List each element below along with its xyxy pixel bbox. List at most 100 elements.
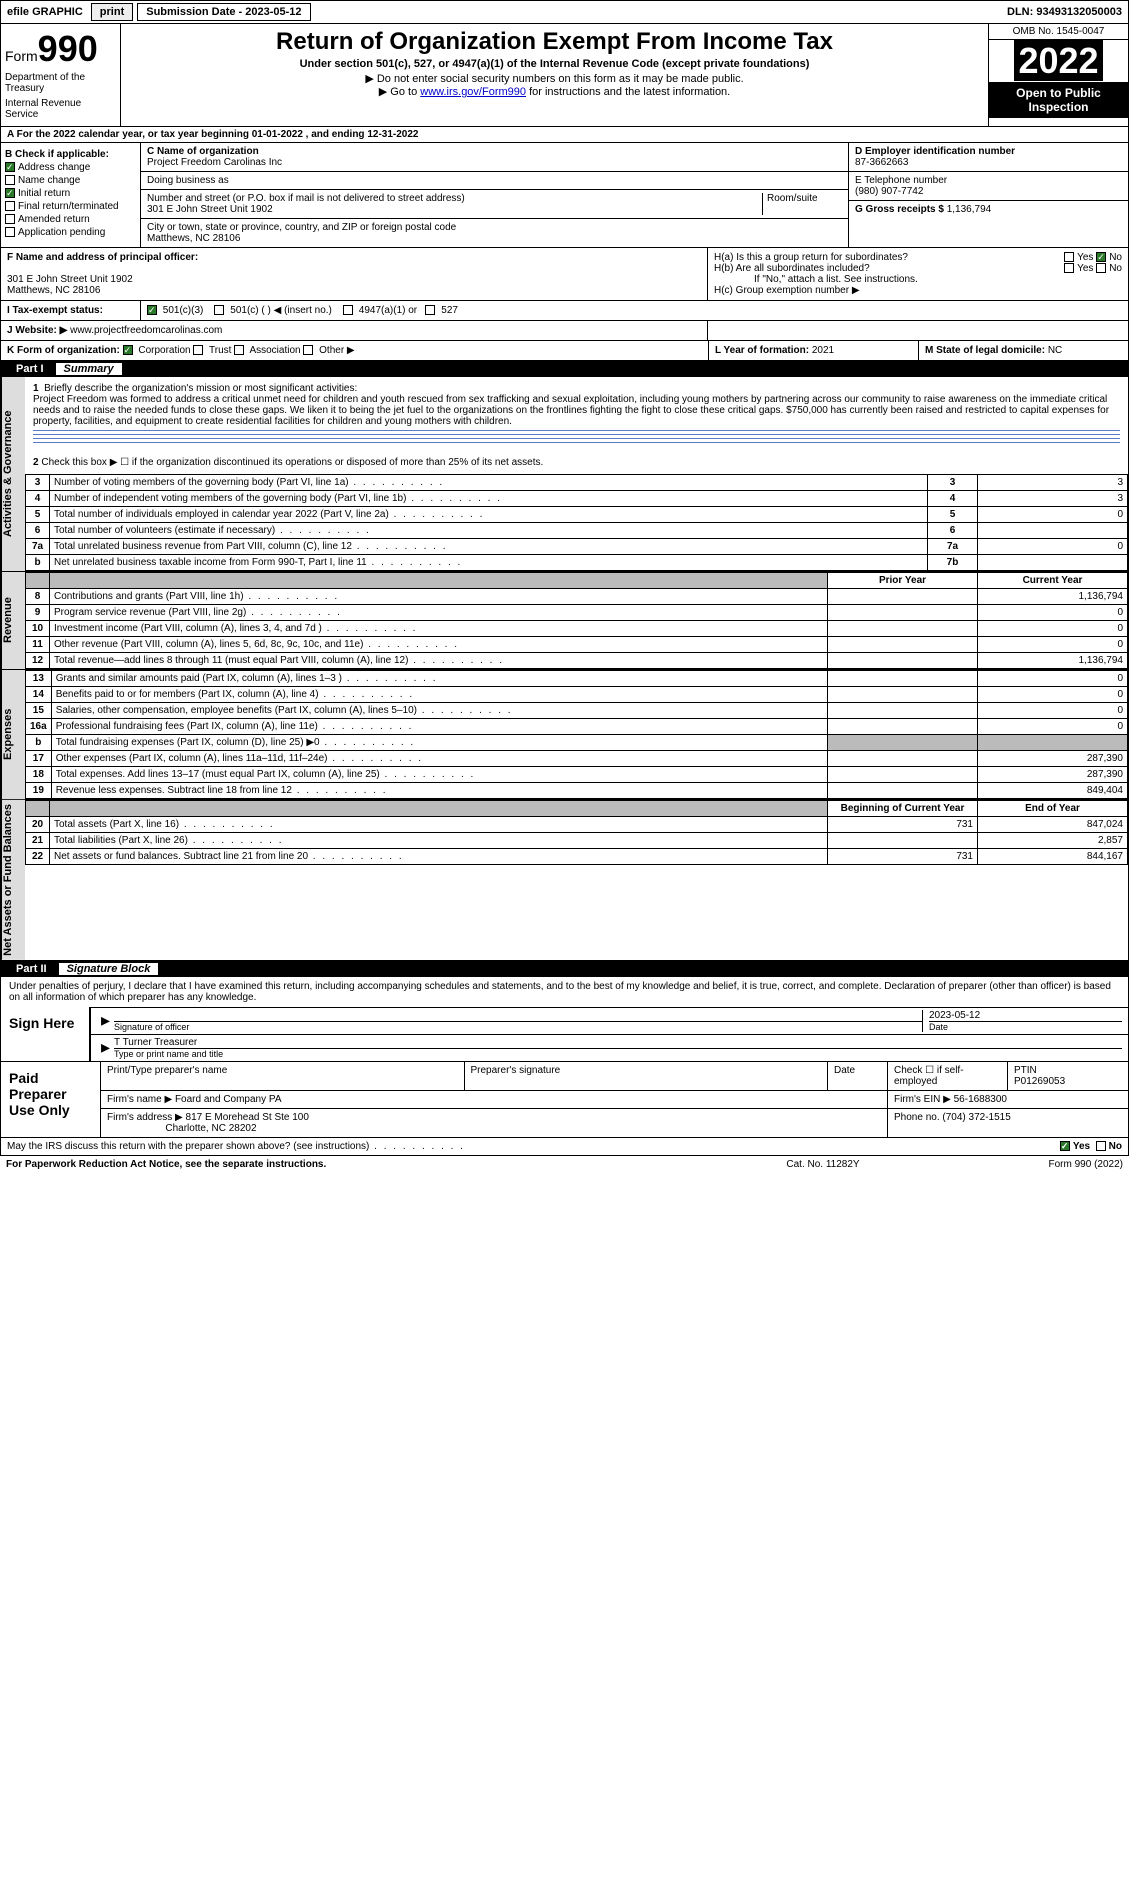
ha-yes-checkbox[interactable] bbox=[1064, 252, 1074, 262]
prior-val bbox=[828, 637, 978, 653]
prior-val bbox=[828, 703, 978, 719]
officer-addr1: 301 E John Street Unit 1902 bbox=[7, 274, 133, 285]
ein-label: D Employer identification number bbox=[855, 146, 1015, 157]
line-box: 6 bbox=[928, 523, 978, 539]
col-b-title: B Check if applicable: bbox=[5, 149, 109, 160]
line-desc: Revenue less expenses. Subtract line 18 … bbox=[51, 783, 827, 799]
part1-num: Part I bbox=[8, 363, 52, 375]
omb-number: OMB No. 1545-0047 bbox=[989, 24, 1128, 40]
line-desc: Benefits paid to or for members (Part IX… bbox=[51, 687, 827, 703]
ptin-label: PTIN bbox=[1014, 1065, 1037, 1076]
vlabel-net-assets: Net Assets or Fund Balances bbox=[1, 800, 25, 960]
year-formation-label: L Year of formation: bbox=[715, 345, 809, 356]
label-initial-return: Initial return bbox=[18, 188, 70, 199]
line-num: 16a bbox=[26, 719, 52, 735]
ha-no: No bbox=[1109, 252, 1122, 263]
chk-501c3[interactable] bbox=[147, 305, 157, 315]
line-desc: Other revenue (Part VIII, column (A), li… bbox=[50, 637, 828, 653]
firm-ein-value: 56-1688300 bbox=[954, 1094, 1007, 1105]
vlabel-expenses: Expenses bbox=[1, 670, 25, 799]
curr-val: 0 bbox=[978, 605, 1128, 621]
section-revenue: Revenue Prior YearCurrent Year8Contribut… bbox=[0, 572, 1129, 670]
line2-text: Check this box ▶ ☐ if the organization d… bbox=[41, 457, 543, 468]
line-num: 12 bbox=[26, 653, 50, 669]
row-k-form-org: K Form of organization: Corporation Trus… bbox=[0, 341, 1129, 361]
row-j-website: J Website: ▶ www.projectfreedomcarolinas… bbox=[0, 321, 1129, 341]
sub3-pre: ▶ Go to bbox=[379, 86, 420, 98]
prior-val: 731 bbox=[828, 849, 978, 865]
firm-name-label: Firm's name ▶ bbox=[107, 1094, 172, 1105]
irs-link[interactable]: www.irs.gov/Form990 bbox=[420, 86, 526, 98]
ha-no-checkbox[interactable] bbox=[1096, 252, 1106, 262]
checkbox-initial-return[interactable] bbox=[5, 188, 15, 198]
sub3-post: for instructions and the latest informat… bbox=[526, 86, 730, 98]
curr-val: 287,390 bbox=[978, 767, 1128, 783]
curr-val: 0 bbox=[978, 621, 1128, 637]
line-desc: Total revenue—add lines 8 through 11 (mu… bbox=[50, 653, 828, 669]
firm-name-value: Foard and Company PA bbox=[175, 1094, 282, 1105]
opt-4947: 4947(a)(1) or bbox=[359, 305, 417, 316]
preparer-name-label: Print/Type preparer's name bbox=[107, 1065, 227, 1076]
chk-501c[interactable] bbox=[214, 305, 224, 315]
section-expenses: Expenses 13Grants and similar amounts pa… bbox=[0, 670, 1129, 800]
chk-other[interactable] bbox=[303, 345, 313, 355]
opt-other: Other ▶ bbox=[319, 345, 354, 356]
curr-val: 0 bbox=[978, 637, 1128, 653]
dept-treasury: Department of the Treasury bbox=[5, 70, 116, 96]
mission-block: 1 Briefly describe the organization's mi… bbox=[25, 377, 1128, 474]
gross-receipts-label: G Gross receipts $ bbox=[855, 204, 944, 215]
prior-val bbox=[828, 605, 978, 621]
part1-title: Summary bbox=[56, 363, 122, 375]
chk-assoc[interactable] bbox=[234, 345, 244, 355]
discuss-row: May the IRS discuss this return with the… bbox=[0, 1138, 1129, 1156]
discuss-no-checkbox[interactable] bbox=[1096, 1141, 1106, 1151]
submission-date-label: Submission Date - 2023-05-12 bbox=[137, 3, 310, 21]
form-ref: Form 990 (2022) bbox=[923, 1159, 1123, 1170]
checkbox-name-change[interactable] bbox=[5, 175, 15, 185]
chk-527[interactable] bbox=[425, 305, 435, 315]
preparer-sig-label: Preparer's signature bbox=[471, 1065, 561, 1076]
checkbox-amended[interactable] bbox=[5, 214, 15, 224]
line-val: 0 bbox=[978, 539, 1128, 555]
label-address-change: Address change bbox=[18, 162, 90, 173]
checkbox-application-pending[interactable] bbox=[5, 227, 15, 237]
label-application-pending: Application pending bbox=[18, 227, 105, 238]
line-box: 4 bbox=[928, 491, 978, 507]
gross-receipts-value: 1,136,794 bbox=[947, 204, 992, 215]
chk-trust[interactable] bbox=[193, 345, 203, 355]
ha-yes: Yes bbox=[1077, 252, 1093, 263]
hb-yes-checkbox[interactable] bbox=[1064, 263, 1074, 273]
print-button[interactable]: print bbox=[91, 3, 133, 21]
hb-label: H(b) Are all subordinates included? bbox=[714, 263, 870, 274]
line-desc: Net assets or fund balances. Subtract li… bbox=[50, 849, 828, 865]
discuss-yes-checkbox[interactable] bbox=[1060, 1141, 1070, 1151]
line-num: 4 bbox=[26, 491, 50, 507]
hb-no: No bbox=[1109, 263, 1122, 274]
col-b-checkboxes: B Check if applicable: Address change Na… bbox=[1, 143, 141, 247]
discuss-label: May the IRS discuss this return with the… bbox=[7, 1141, 369, 1152]
sig-name-label: Type or print name and title bbox=[114, 1048, 1122, 1059]
vlabel-ag: Activities & Governance bbox=[1, 377, 25, 571]
curr-val: 0 bbox=[978, 671, 1128, 687]
line-desc: Total assets (Part X, line 16) bbox=[50, 817, 828, 833]
col-current: End of Year bbox=[978, 801, 1128, 817]
line-box: 7a bbox=[928, 539, 978, 555]
chk-corp[interactable] bbox=[123, 345, 133, 355]
discuss-no: No bbox=[1109, 1141, 1122, 1152]
firm-addr-value: 817 E Morehead St Ste 100 bbox=[186, 1112, 309, 1123]
header-mid: Return of Organization Exempt From Incom… bbox=[121, 24, 988, 126]
curr-val: 1,136,794 bbox=[978, 589, 1128, 605]
hb-no-checkbox[interactable] bbox=[1096, 263, 1106, 273]
sig-intro: Under penalties of perjury, I declare th… bbox=[1, 977, 1128, 1007]
line-desc: Salaries, other compensation, employee b… bbox=[51, 703, 827, 719]
section-net-assets: Net Assets or Fund Balances Beginning of… bbox=[0, 800, 1129, 961]
sign-here-label: Sign Here bbox=[1, 1007, 91, 1061]
checkbox-address-change[interactable] bbox=[5, 162, 15, 172]
checkbox-final-return[interactable] bbox=[5, 201, 15, 211]
curr-val: 0 bbox=[978, 719, 1128, 735]
line-num: 15 bbox=[26, 703, 52, 719]
city-value: Matthews, NC 28106 bbox=[147, 233, 842, 244]
line-num: b bbox=[26, 555, 50, 571]
line-desc: Total expenses. Add lines 13–17 (must eq… bbox=[51, 767, 827, 783]
chk-4947[interactable] bbox=[343, 305, 353, 315]
